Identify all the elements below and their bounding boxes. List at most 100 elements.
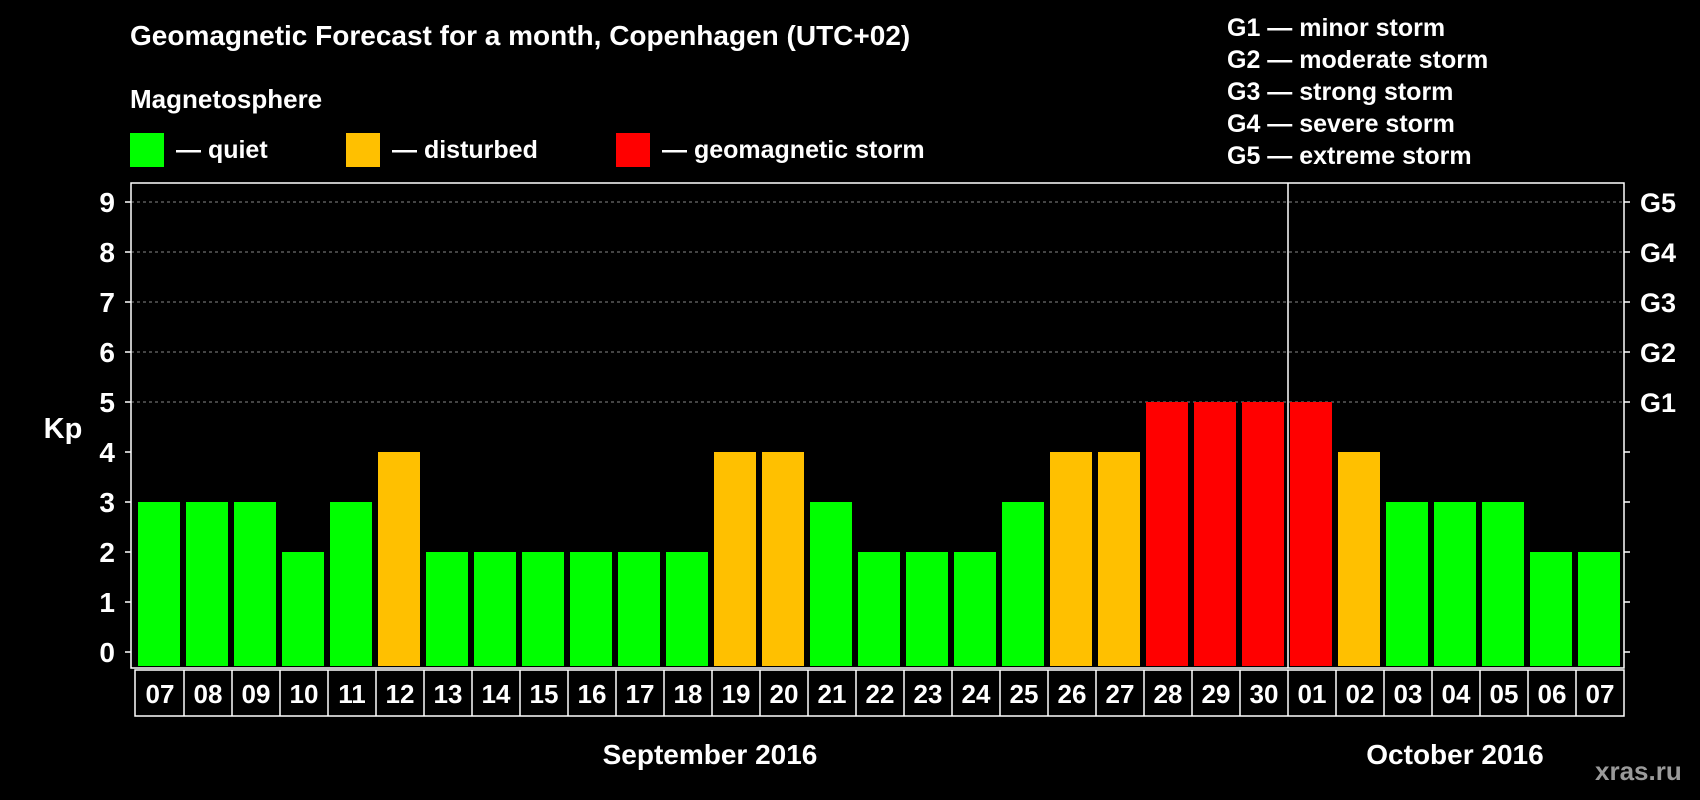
date-label: 10 [290,679,319,709]
right-axis-label-g2: G2 [1640,338,1676,368]
date-label: 29 [1202,679,1231,709]
right-axis-label-g3: G3 [1640,288,1676,318]
bar [138,502,180,666]
date-label: 07 [1586,679,1615,709]
date-label: 06 [1538,679,1567,709]
date-label: 02 [1346,679,1375,709]
bar [810,502,852,666]
legend-disturbed-label: — disturbed [392,135,538,164]
date-label: 30 [1250,679,1279,709]
bar [234,502,276,666]
date-label: 01 [1298,679,1327,709]
legend-storm-swatch [616,133,650,167]
date-label: 15 [530,679,559,709]
bar [1002,502,1044,666]
bar [1098,452,1140,666]
date-label: 16 [578,679,607,709]
y-tick-label: 3 [99,487,115,518]
plot-frame [130,182,1625,669]
bar [858,552,900,666]
bar [186,502,228,666]
bar [1530,552,1572,666]
y-tick-label: 8 [99,237,115,268]
date-label: 27 [1106,679,1135,709]
y-tick-label: 4 [99,437,115,468]
date-strip [134,669,1625,717]
bar [282,552,324,666]
legend-disturbed: — disturbed [346,133,538,167]
bar [1290,402,1332,666]
date-label: 26 [1058,679,1087,709]
storm-level-g2: G2 — moderate storm [1227,46,1489,74]
bar [1482,502,1524,666]
right-axis-label-g4: G4 [1640,238,1676,268]
bar [1242,402,1284,666]
y-tick-label: 7 [99,287,115,318]
storm-level-g5: G5 — extreme storm [1227,142,1472,170]
right-axis-label-g5: G5 [1640,188,1676,218]
month-label: September 2016 [603,739,818,770]
y-tick-label: 1 [99,587,115,618]
y-tick-label: 0 [99,637,115,668]
storm-level-g1: G1 — minor storm [1227,14,1446,42]
bar [762,452,804,666]
date-label: 24 [962,679,991,709]
date-label: 18 [674,679,703,709]
date-label: 13 [434,679,463,709]
bar [1578,552,1620,666]
bar [1146,402,1188,666]
bar [570,552,612,666]
date-label: 07 [146,679,175,709]
bar [378,452,420,666]
legend-storm: — geomagnetic storm [616,133,925,167]
y-tick-label: 2 [99,537,115,568]
y-tick-label: 5 [99,387,115,418]
bar [1338,452,1380,666]
date-label: 03 [1394,679,1423,709]
date-label: 22 [866,679,895,709]
date-label: 11 [338,679,366,709]
legend-quiet-label: — quiet [176,135,268,164]
date-label: 12 [386,679,415,709]
date-label: 17 [626,679,655,709]
date-label: 21 [818,679,847,709]
magnetosphere-label: Magnetosphere [130,84,323,114]
bar [522,552,564,666]
bar [618,552,660,666]
date-label: 23 [914,679,943,709]
watermark: xras.ru [1595,756,1682,786]
bar [1194,402,1236,666]
right-axis-label-g1: G1 [1640,388,1676,418]
bar [1050,452,1092,666]
bar [474,552,516,666]
date-label: 25 [1010,679,1039,709]
storm-level-g3: G3 — strong storm [1227,78,1454,106]
date-label: 14 [482,679,511,709]
bar [714,452,756,666]
bar [1434,502,1476,666]
date-label: 05 [1490,679,1519,709]
storm-level-g4: G4 — severe storm [1227,110,1455,138]
legend-quiet-swatch [130,133,164,167]
y-axis-label: Kp [44,413,83,445]
date-label: 28 [1154,679,1183,709]
legend-disturbed-swatch [346,133,380,167]
month-label: October 2016 [1366,739,1543,770]
bar [666,552,708,666]
bar [330,502,372,666]
date-label: 09 [242,679,271,709]
date-label: 04 [1442,679,1471,709]
bar [1386,502,1428,666]
y-tick-label: 9 [99,187,115,218]
bar [426,552,468,666]
legend-quiet: — quiet [130,133,268,167]
bar [906,552,948,666]
y-tick-label: 6 [99,337,115,368]
bar [954,552,996,666]
chart-title: Geomagnetic Forecast for a month, Copenh… [130,20,911,51]
date-label: 19 [722,679,751,709]
legend-storm-label: — geomagnetic storm [662,135,925,164]
date-label: 20 [770,679,799,709]
date-label: 08 [194,679,223,709]
